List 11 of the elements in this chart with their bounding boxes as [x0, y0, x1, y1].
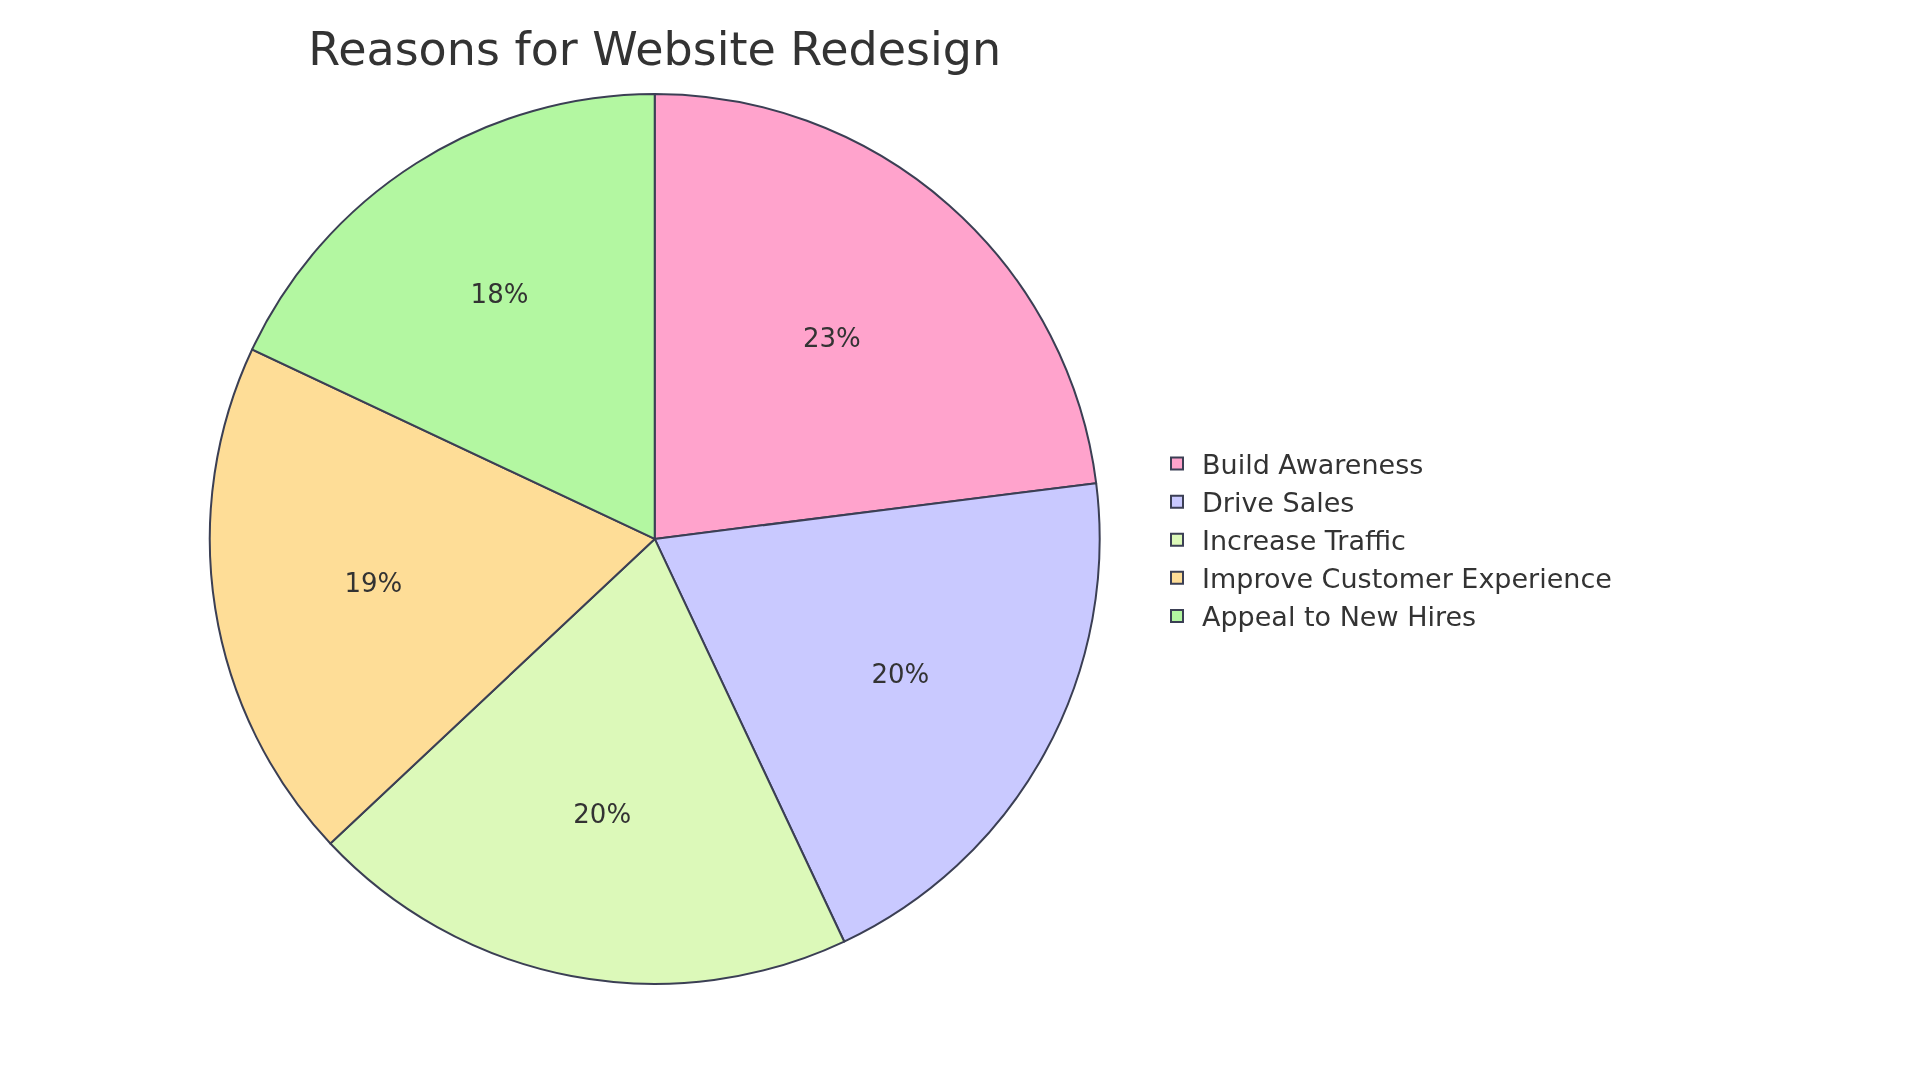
legend-label: Build Awareness [1202, 449, 1424, 481]
chart-title: Reasons for Website Redesign [308, 21, 1002, 76]
data-label: 20% [573, 799, 632, 830]
data-label: 18% [470, 279, 529, 310]
data-label: 20% [871, 658, 930, 689]
legend-label: Increase Traffic [1202, 525, 1406, 557]
legend-label: Appeal to New Hires [1202, 601, 1477, 633]
data-label: 19% [344, 568, 403, 599]
legend-label: Drive Sales [1202, 487, 1355, 519]
legend-label: Improve Customer Experience [1202, 563, 1612, 595]
data-label: 23% [802, 323, 861, 354]
